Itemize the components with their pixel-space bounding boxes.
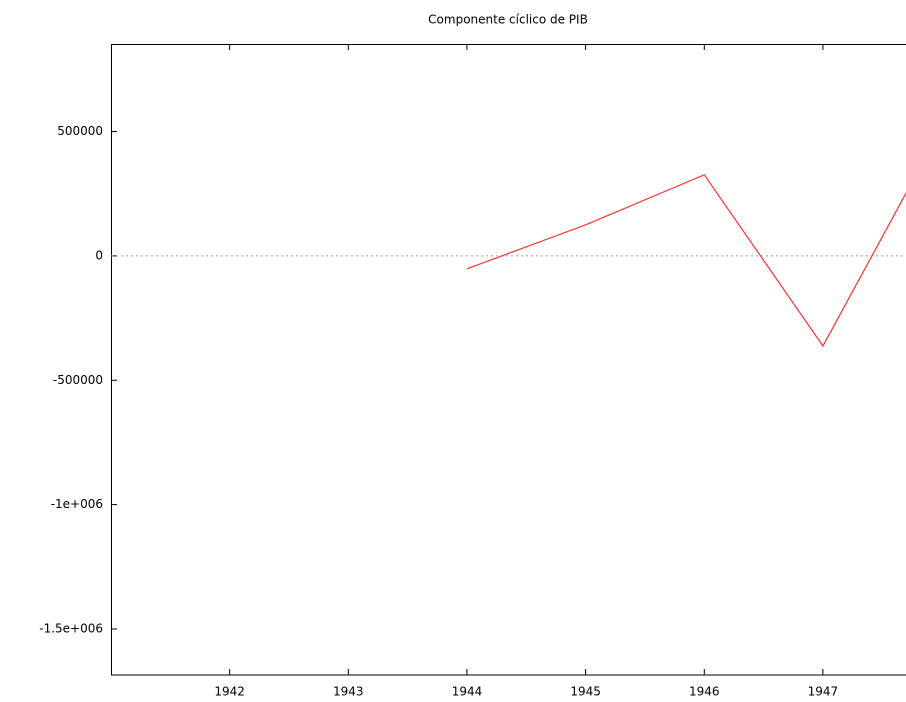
- y-tick-label: -1.5e+006: [39, 621, 103, 635]
- y-tick-label: 0: [95, 248, 103, 262]
- x-tick-label: 1947: [808, 685, 839, 699]
- y-tick-label: 500000: [57, 124, 103, 138]
- plot-area: [466, 174, 906, 348]
- x-tick-label: 1945: [570, 685, 601, 699]
- y-tick-label: -500000: [53, 373, 103, 387]
- series-line: [466, 174, 906, 348]
- x-tick-label: 1944: [452, 685, 483, 699]
- y-tick-label: -1e+006: [51, 497, 103, 511]
- x-tick-label: 1943: [333, 685, 364, 699]
- x-tick-label: 1942: [214, 685, 245, 699]
- x-tick-label: 1946: [689, 685, 720, 699]
- chart-title: Componente cíclico de PIB: [428, 13, 588, 27]
- plot-frame: [111, 44, 906, 676]
